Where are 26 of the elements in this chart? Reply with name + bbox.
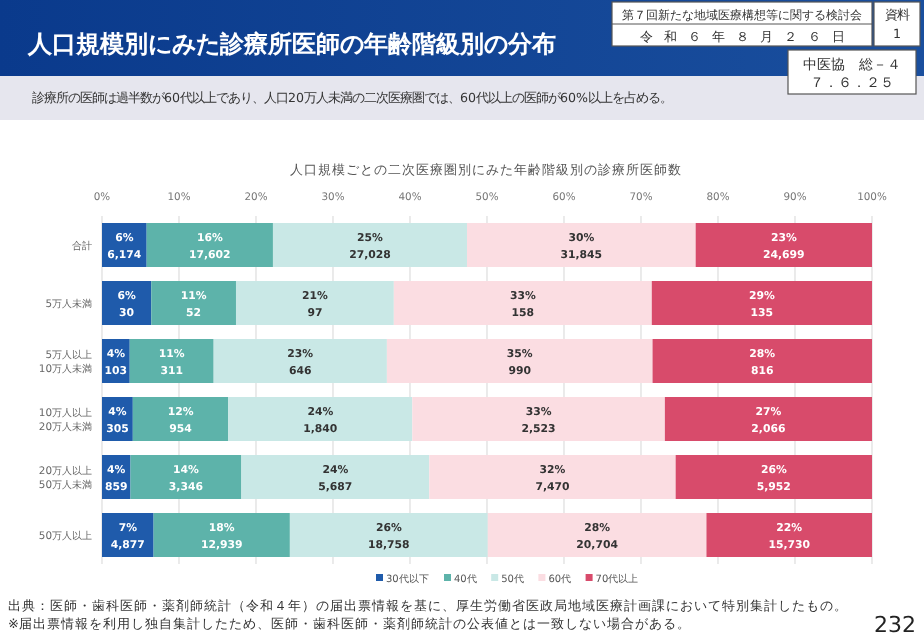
bar	[228, 397, 413, 441]
bar	[651, 281, 872, 325]
bar	[130, 455, 242, 499]
bar	[675, 455, 872, 499]
bar	[429, 455, 676, 499]
bar	[706, 513, 872, 557]
bar	[487, 513, 707, 557]
bar	[235, 281, 394, 325]
chart-title: 人口規模別にみた診療所医師の年齢階級別の分布	[26, 30, 556, 58]
bar	[386, 339, 653, 383]
bar	[146, 223, 273, 267]
bar	[664, 397, 872, 441]
bar	[652, 339, 872, 383]
bar	[289, 513, 488, 557]
bar	[151, 281, 236, 325]
bar	[412, 397, 665, 441]
text: 232	[874, 612, 916, 638]
bar	[695, 223, 872, 267]
bar	[153, 513, 290, 557]
bar	[241, 455, 430, 499]
bar	[213, 339, 387, 383]
bar	[393, 281, 652, 325]
bar	[466, 223, 696, 267]
bar	[132, 397, 229, 441]
bar	[129, 339, 214, 383]
bar	[272, 223, 467, 267]
